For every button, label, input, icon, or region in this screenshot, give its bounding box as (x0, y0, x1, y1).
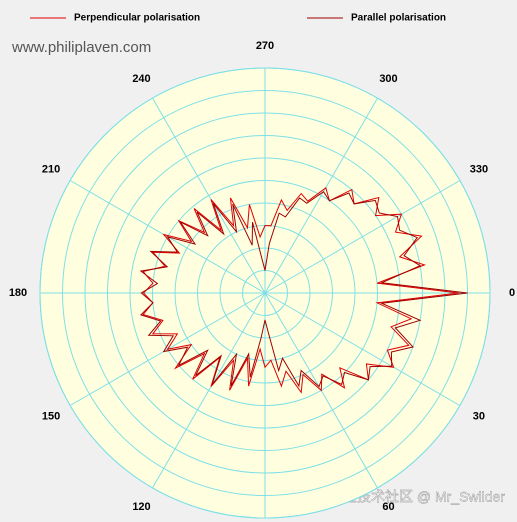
watermark: www.philiplaven.com (11, 39, 151, 56)
angle-tick-label: 0 (509, 287, 515, 299)
watermark: 掘金技术社区 @ Mr_Swilder (329, 489, 505, 505)
series-line (142, 186, 459, 394)
angle-tick-label: 300 (379, 73, 397, 85)
angle-tick-label: 150 (42, 410, 60, 422)
angle-tick-label: 210 (42, 163, 60, 175)
series-line (139, 190, 468, 388)
grid-spoke (264, 180, 461, 294)
angle-tick-label: 180 (9, 287, 27, 299)
angle-tick-label: 60 (382, 501, 394, 513)
legend-label: Perpendicular polarisation (74, 13, 200, 24)
angle-tick-label: 330 (470, 163, 488, 175)
grid-spoke (152, 292, 266, 489)
grid-spoke (264, 97, 378, 294)
grid-spoke (152, 97, 266, 294)
grid-spoke (264, 292, 461, 406)
angle-tick-label: 30 (473, 410, 485, 422)
legend-label: Parallel polarisation (351, 13, 446, 24)
angle-tick-label: 270 (256, 40, 274, 52)
angle-tick-label: 240 (132, 73, 150, 85)
angle-tick-label: 120 (132, 501, 150, 513)
